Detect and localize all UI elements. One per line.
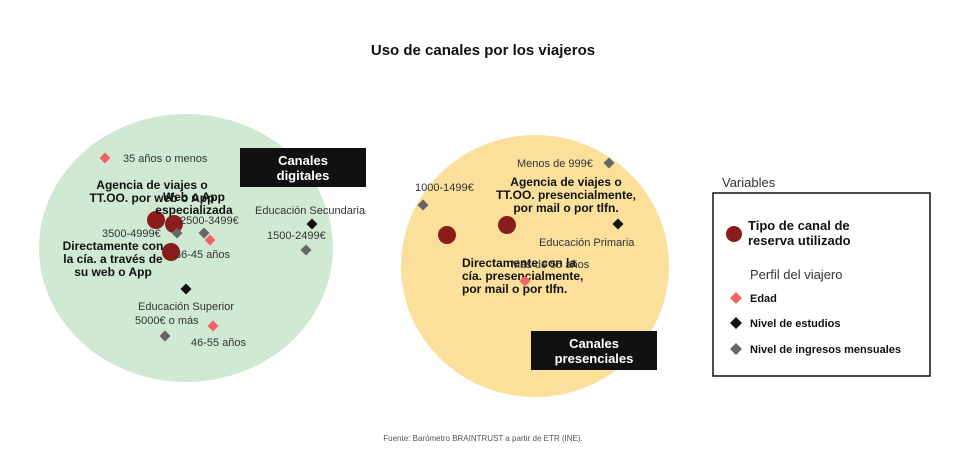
marker-canal — [165, 215, 183, 233]
marker-canal — [147, 211, 165, 229]
point-ingresos: 3500-4999€ — [102, 227, 183, 240]
box-canales-presenciales-label: Canales presenciales — [555, 336, 634, 366]
chart-title: Uso de canales por los viajeros — [370, 42, 596, 59]
legend-title: Variables — [722, 175, 776, 190]
point-label: 1000-1499€ — [415, 182, 474, 194]
point-label: Educación Secundaria — [255, 205, 366, 217]
legend-label-estudios: Nivel de estudios — [750, 318, 840, 330]
marker-ingresos — [159, 330, 171, 342]
point-label: Más de 55 años — [511, 259, 590, 271]
box-canales-digitales-bg — [240, 148, 366, 187]
point-ingresos: 2500-3499€ — [180, 215, 239, 239]
point-label: Educación Superior — [138, 301, 234, 313]
marker-ingresos — [603, 157, 615, 169]
marker-canal — [498, 216, 516, 234]
point-label: Agencia de viajes o TT.OO. por web o App — [90, 178, 215, 205]
point-label: 2500-3499€ — [180, 215, 239, 227]
point-estudios: Educación Superior — [138, 283, 234, 313]
marker-ingresos — [171, 227, 183, 239]
point-estudios: Educación Secundaria — [255, 205, 366, 230]
legend-subtitle: Perfil del viajero — [750, 267, 843, 282]
legend-marker-edad — [730, 292, 742, 304]
marker-ingresos — [198, 227, 210, 239]
legend: Variables Tipo de canal de reserva utiliza… — [712, 175, 931, 377]
point-ingresos: 5000€ o más — [135, 315, 199, 342]
marker-estudios — [306, 218, 318, 230]
point-edad: 46-55 años — [191, 320, 247, 349]
point-label: 3500-4999€ — [102, 228, 161, 240]
marker-ingresos — [417, 199, 429, 211]
marker-estudios — [612, 218, 624, 230]
chart-source: Fuente: Barómetro BRAINTRUST a partir de… — [383, 434, 583, 443]
box-canales-digitales: Canales digitales — [240, 148, 366, 187]
point-edad: 36-45 años — [175, 234, 231, 261]
point-label: Agencia de viajes o TT.OO. presencialment… — [496, 175, 636, 215]
point-label: 35 años o menos — [123, 153, 208, 165]
point-ingresos: 1000-1499€ — [415, 182, 474, 211]
point-canal: Agencia de viajes o TT.OO. presencialment… — [496, 175, 636, 234]
point-estudios: Educación Primaria — [539, 218, 635, 249]
marker-ingresos — [300, 244, 312, 256]
legend-marker-estudios — [730, 317, 742, 329]
point-ingresos: Menos de 999€ — [517, 157, 615, 170]
point-label: Directamente con la cía. a través de su we… — [63, 239, 164, 279]
point-label: 36-45 años — [175, 249, 231, 261]
legend-label-canal: Tipo de canal de reserva utilizado — [748, 218, 851, 248]
point-label: Directamente con la cía. presencialmente,… — [462, 256, 583, 296]
marker-canal — [438, 226, 456, 244]
legend-label-ingresos: Nivel de ingresos mensuales — [750, 344, 901, 356]
point-ingresos: 1500-2499€ — [267, 230, 326, 256]
legend-marker-canal — [726, 226, 742, 242]
marker-edad — [207, 320, 219, 332]
legend-marker-ingresos — [730, 343, 742, 355]
box-canales-presenciales-bg — [531, 331, 657, 370]
marker-edad — [99, 152, 111, 164]
point-canal: Directamente con la cía. presencialmente,… — [438, 226, 583, 296]
point-label: 5000€ o más — [135, 315, 199, 327]
point-edad: 35 años o menos — [99, 152, 208, 165]
point-label: Menos de 999€ — [517, 158, 593, 170]
point-edad: Más de 55 años — [511, 259, 590, 287]
point-canal: Web o App especializada — [155, 190, 233, 233]
marker-canal — [162, 243, 180, 261]
point-label: 46-55 años — [191, 337, 247, 349]
point-canal: Directamente con la cía. a través de su we… — [63, 239, 180, 279]
legend-box — [712, 192, 931, 377]
point-label: Web o App especializada — [155, 190, 233, 217]
box-canales-presenciales: Canales presenciales — [531, 331, 657, 370]
marker-edad — [204, 234, 216, 246]
box-canales-digitales-label: Canales digitales — [277, 153, 330, 183]
point-canal: Agencia de viajes o TT.OO. por web o App — [90, 178, 215, 229]
legend-label-edad: Edad — [750, 293, 777, 305]
point-label: Educación Primaria — [539, 237, 635, 249]
marker-edad — [519, 275, 531, 287]
marker-estudios — [180, 283, 192, 295]
point-label: 1500-2499€ — [267, 230, 326, 242]
